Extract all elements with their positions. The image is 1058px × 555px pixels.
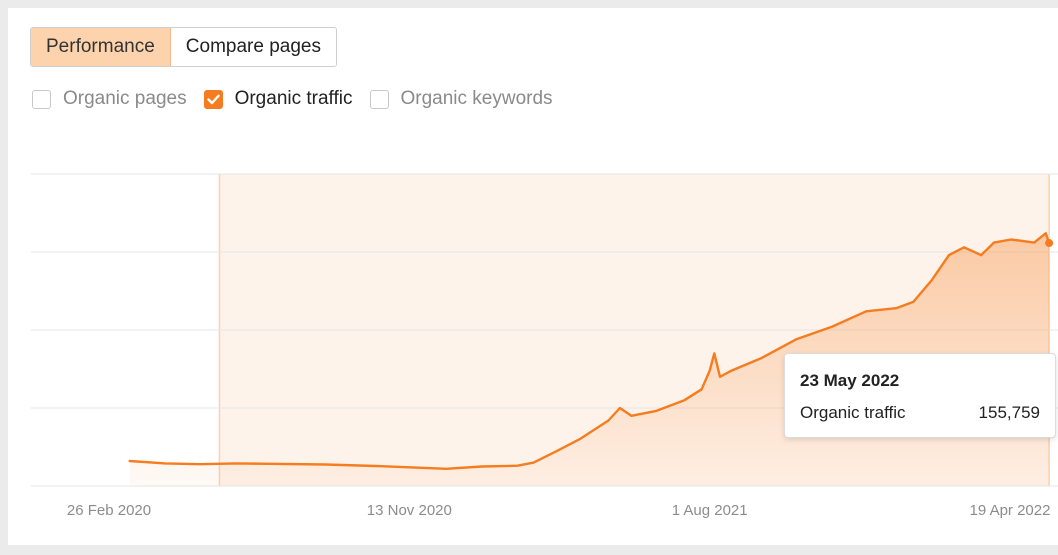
- chart-tooltip: 23 May 2022 Organic traffic 155,759: [784, 353, 1056, 438]
- checkbox-organic-pages[interactable]: Organic pages: [32, 88, 187, 110]
- x-tick-label: 19 Apr 2022: [970, 502, 1051, 519]
- tab-performance[interactable]: Performance: [31, 28, 171, 66]
- checkbox-unchecked-icon[interactable]: [32, 89, 51, 109]
- metric-checkboxes: Organic pages Organic traffic Organic ke…: [32, 88, 570, 110]
- view-tabs: Performance Compare pages: [30, 27, 337, 67]
- checkbox-label: Organic traffic: [234, 88, 353, 109]
- checkbox-organic-keywords[interactable]: Organic keywords: [369, 88, 553, 110]
- tooltip-date: 23 May 2022: [800, 371, 900, 390]
- hover-point: [1045, 239, 1054, 248]
- checkbox-label: Organic pages: [63, 88, 187, 109]
- tooltip-value: 155,759: [978, 403, 1040, 422]
- tooltip-metric: Organic traffic: [800, 403, 906, 422]
- tooltip-row: Organic traffic 155,759: [800, 403, 1040, 423]
- chart-card: Performance Compare pages Organic pages …: [8, 8, 1058, 545]
- x-tick-label: 13 Nov 2020: [367, 502, 452, 519]
- traffic-chart[interactable]: 26 Feb 2020 13 Nov 2020 1 Aug 2021 19 Apr 2…: [8, 8, 1058, 545]
- tab-compare-pages[interactable]: Compare pages: [170, 28, 336, 66]
- checkmark-icon[interactable]: [203, 89, 223, 109]
- series-line-organic-traffic: [128, 232, 1051, 470]
- checkbox-unchecked-icon[interactable]: [369, 89, 389, 109]
- checkbox-label: Organic keywords: [400, 88, 553, 109]
- checkbox-organic-traffic[interactable]: Organic traffic: [203, 88, 353, 110]
- x-tick-label: 26 Feb 2020: [67, 502, 151, 519]
- x-tick-label: 1 Aug 2021: [672, 502, 748, 519]
